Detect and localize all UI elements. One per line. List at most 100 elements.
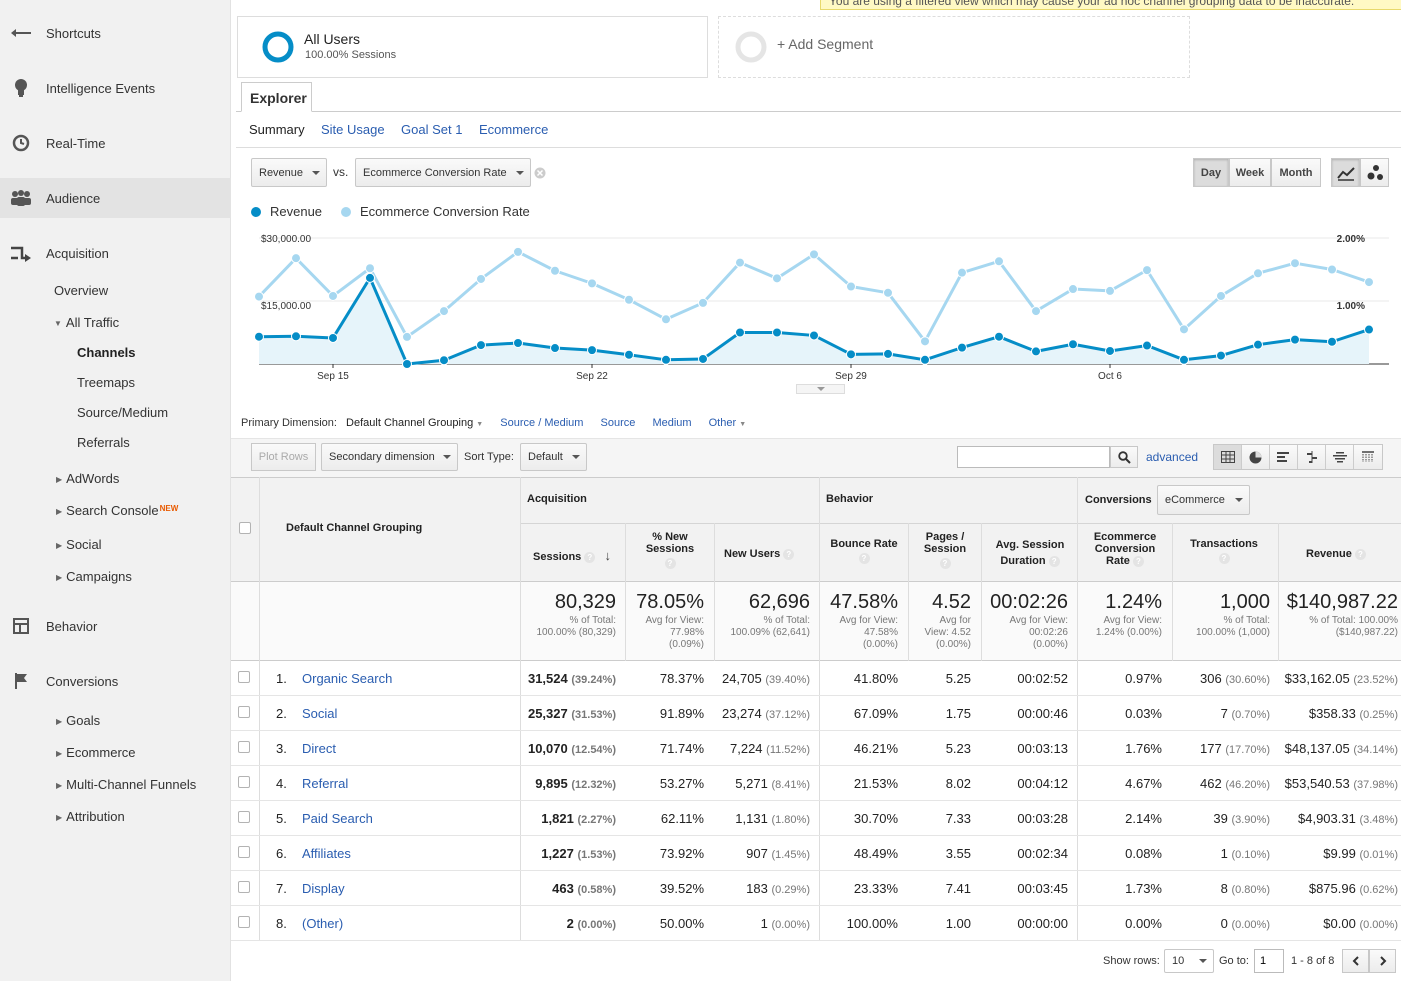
row-channel-link[interactable]: Paid Search: [302, 811, 373, 826]
sidebar-item-all-traffic[interactable]: ▼ All Traffic: [54, 315, 119, 330]
show-rows-select[interactable]: 10: [1164, 949, 1214, 973]
goto-page-input[interactable]: [1254, 949, 1284, 973]
sidebar-item-intelligence-events[interactable]: Intelligence Events: [0, 68, 231, 108]
row-channel-link[interactable]: Direct: [302, 741, 336, 756]
tab-explorer[interactable]: Explorer: [241, 82, 312, 112]
view-performance-button[interactable]: [1270, 445, 1298, 469]
dimension-source[interactable]: Source: [600, 417, 636, 429]
table-row[interactable]: 3. Direct 10,070 (12.54%) 71.74% 7,224 (11.5…: [231, 731, 1401, 766]
sidebar-item-audience[interactable]: Audience: [0, 178, 231, 218]
table-search-input[interactable]: [957, 446, 1110, 468]
view-term-cloud-button[interactable]: [1326, 445, 1354, 469]
row-channel-link[interactable]: Affiliates: [302, 846, 351, 861]
add-segment-box[interactable]: + Add Segment: [718, 16, 1190, 78]
line-chart[interactable]: $30,000.00 $15,000.00 2.00% 1.00% Sep 15 Sep …: [231, 225, 1401, 395]
help-icon[interactable]: ?: [783, 549, 795, 560]
sidebar-item-social[interactable]: ▶ Social: [56, 537, 102, 552]
help-icon[interactable]: ?: [1218, 553, 1230, 564]
subtab-site-usage[interactable]: Site Usage: [321, 122, 385, 137]
sidebar-item-campaigns[interactable]: ▶ Campaigns: [56, 569, 132, 584]
sidebar-item-goals[interactable]: ▶ Goals: [56, 713, 100, 728]
subtab-summary[interactable]: Summary: [249, 122, 305, 137]
sidebar-item-channels[interactable]: Channels: [77, 345, 136, 360]
legend-revenue[interactable]: Revenue: [251, 204, 322, 219]
dimension-column-header[interactable]: Default Channel Grouping: [286, 522, 423, 534]
sidebar-item-referrals[interactable]: Referrals: [77, 435, 130, 450]
help-icon[interactable]: ?: [939, 558, 951, 569]
metric1-select[interactable]: Revenue: [251, 158, 327, 187]
row-checkbox[interactable]: [238, 811, 250, 823]
view-comparison-button[interactable]: [1298, 445, 1326, 469]
view-pivot-button[interactable]: [1354, 445, 1382, 469]
row-checkbox[interactable]: [238, 741, 250, 753]
table-row[interactable]: 8. (Other) 2 (0.00%) 50.00% 1 (0.00%) 100.00%…: [231, 906, 1401, 941]
legend-conversion[interactable]: Ecommerce Conversion Rate: [341, 204, 530, 219]
row-checkbox[interactable]: [238, 916, 250, 928]
metric2-select[interactable]: Ecommerce Conversion Rate: [355, 158, 531, 187]
next-page-button[interactable]: [1369, 949, 1396, 973]
help-icon[interactable]: ?: [1354, 549, 1366, 560]
line-chart-button[interactable]: [1331, 158, 1360, 187]
sidebar-item-adwords[interactable]: ▶ AdWords: [56, 471, 119, 486]
row-checkbox[interactable]: [238, 846, 250, 858]
sidebar-item-attribution[interactable]: ▶ Attribution: [56, 809, 125, 824]
help-icon[interactable]: ?: [1048, 556, 1060, 567]
conversions-type-select[interactable]: eCommerce: [1157, 485, 1250, 515]
row-channel-link[interactable]: Display: [302, 881, 345, 896]
select-all-checkbox[interactable]: [239, 522, 251, 534]
sidebar-item-treemaps[interactable]: Treemaps: [77, 375, 136, 390]
month-button[interactable]: Month: [1271, 158, 1321, 187]
table-search-button[interactable]: [1110, 446, 1138, 468]
sidebar-item-real-time[interactable]: Real-Time: [0, 123, 231, 163]
week-button[interactable]: Week: [1229, 158, 1271, 187]
help-icon[interactable]: ?: [664, 558, 676, 569]
help-icon[interactable]: ?: [1132, 556, 1144, 567]
row-channel-link[interactable]: Referral: [302, 776, 349, 791]
col-header-bounce-rate[interactable]: Bounce Rate?: [824, 537, 904, 565]
table-row[interactable]: 6. Affiliates 1,227 (1.53%) 73.92% 907 (1.45…: [231, 836, 1401, 871]
secondary-dimension-select[interactable]: Secondary dimension: [321, 443, 458, 471]
row-channel-link[interactable]: Organic Search: [302, 671, 393, 686]
advanced-filter-link[interactable]: advanced: [1146, 450, 1199, 464]
plot-rows-button[interactable]: Plot Rows: [251, 443, 316, 471]
col-header-new-users[interactable]: New Users ?: [724, 548, 795, 560]
col-header-conversion-rate[interactable]: Ecommerce Conversion Rate ?: [1084, 531, 1166, 567]
table-row[interactable]: 4. Referral 9,895 (12.32%) 53.27% 5,271 (8.4…: [231, 766, 1401, 801]
remove-metric-icon[interactable]: [534, 167, 546, 179]
dimension-other[interactable]: Other ▼: [709, 417, 747, 429]
current-dimension[interactable]: Default Channel Grouping ▼: [346, 417, 483, 429]
dimension-source-medium[interactable]: Source / Medium: [500, 417, 584, 429]
row-channel-link[interactable]: (Other): [302, 916, 344, 931]
table-row[interactable]: 5. Paid Search 1,821 (2.27%) 62.11% 1,131 (1…: [231, 801, 1401, 836]
sidebar-item-behavior[interactable]: Behavior: [0, 606, 231, 646]
sidebar-item-search-console[interactable]: ▶ Search ConsoleNEW: [56, 503, 178, 518]
day-button[interactable]: Day: [1193, 158, 1229, 187]
view-pie-button[interactable]: [1242, 445, 1270, 469]
row-checkbox[interactable]: [238, 776, 250, 788]
row-checkbox[interactable]: [238, 881, 250, 893]
sidebar-item-acquisition[interactable]: Acquisition: [0, 233, 231, 273]
sort-type-select[interactable]: Default: [520, 443, 587, 471]
help-icon[interactable]: ?: [858, 553, 870, 564]
sidebar-item-source-medium[interactable]: Source/Medium: [77, 405, 169, 420]
table-row[interactable]: 1. Organic Search 31,524 (39.24%) 78.37% 24,…: [231, 661, 1401, 696]
sidebar-item-multi-channel-funnels[interactable]: ▶ Multi-Channel Funnels: [56, 777, 196, 792]
col-header-avg-session-duration[interactable]: Avg. Session Duration ?: [985, 537, 1075, 569]
table-row[interactable]: 2. Social 25,327 (31.53%) 91.89% 23,274 (37.…: [231, 696, 1401, 731]
prev-page-button[interactable]: [1342, 949, 1369, 973]
sidebar-item-shortcuts[interactable]: Shortcuts: [0, 13, 231, 53]
motion-chart-button[interactable]: [1360, 158, 1389, 187]
dimension-medium[interactable]: Medium: [652, 417, 692, 429]
sidebar-item-ecommerce[interactable]: ▶ Ecommerce: [56, 745, 136, 760]
row-checkbox[interactable]: [238, 706, 250, 718]
row-channel-link[interactable]: Social: [302, 706, 338, 721]
sidebar-item-conversions[interactable]: Conversions: [0, 661, 231, 701]
col-header-transactions[interactable]: Transactions?: [1176, 537, 1272, 565]
segment-all-users[interactable]: All Users 100.00% Sessions: [237, 16, 708, 78]
subtab-ecommerce[interactable]: Ecommerce: [479, 122, 549, 137]
row-checkbox[interactable]: [238, 671, 250, 683]
subtab-goal-set-1[interactable]: Goal Set 1: [401, 122, 463, 137]
help-icon[interactable]: ?: [584, 552, 596, 563]
col-header-new-sessions[interactable]: % New Sessions?: [628, 531, 712, 569]
col-header-pages-session[interactable]: Pages / Session?: [910, 531, 980, 569]
